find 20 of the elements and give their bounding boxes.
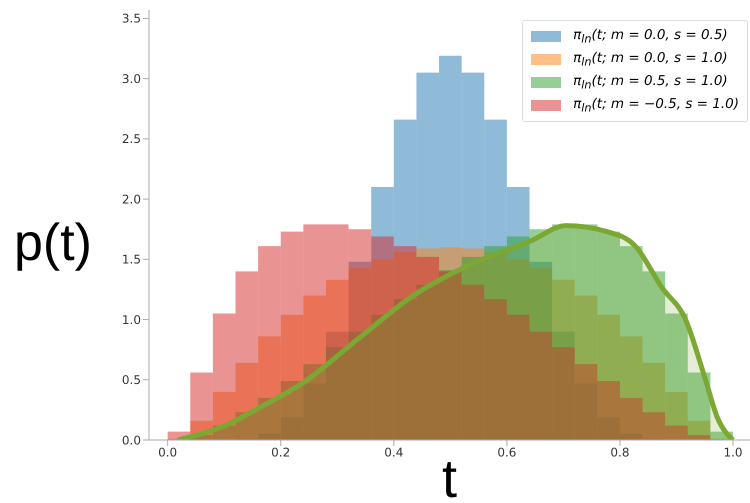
y-tick-label: 2.5 — [122, 132, 141, 146]
legend-label: π$_{ln}$(t; m = 0.5, s = 1.0) — [573, 73, 728, 92]
x-tick-label: 0.2 — [271, 446, 290, 460]
x-tick-label: 1.0 — [723, 446, 743, 460]
x-axis-title: t — [442, 449, 458, 503]
x-tick-label: 0.8 — [610, 446, 630, 460]
y-tick-label: 2.0 — [122, 192, 141, 206]
y-axis-title: p(t) — [14, 213, 92, 273]
legend-label: π$_{ln}$(t; m = 0.0, s = 1.0) — [573, 50, 728, 69]
y-tick-label: 0.0 — [122, 433, 141, 448]
x-tick-label: 0.0 — [158, 446, 178, 460]
y-tick-label: 3.0 — [122, 72, 141, 86]
y-tick-label: 0.5 — [122, 373, 141, 388]
legend-label: π$_{ln}$(t; m = −0.5, s = 1.0) — [573, 96, 739, 115]
legend-label: π$_{ln}$(t; m = 0.0, s = 0.5) — [573, 27, 728, 46]
y-tick-label: 1.5 — [122, 252, 141, 267]
x-tick-label: 0.4 — [384, 446, 404, 460]
y-tick-label: 1.0 — [122, 312, 141, 327]
x-tick-label: 0.6 — [497, 446, 516, 460]
y-tick-label: 3.5 — [122, 12, 141, 26]
